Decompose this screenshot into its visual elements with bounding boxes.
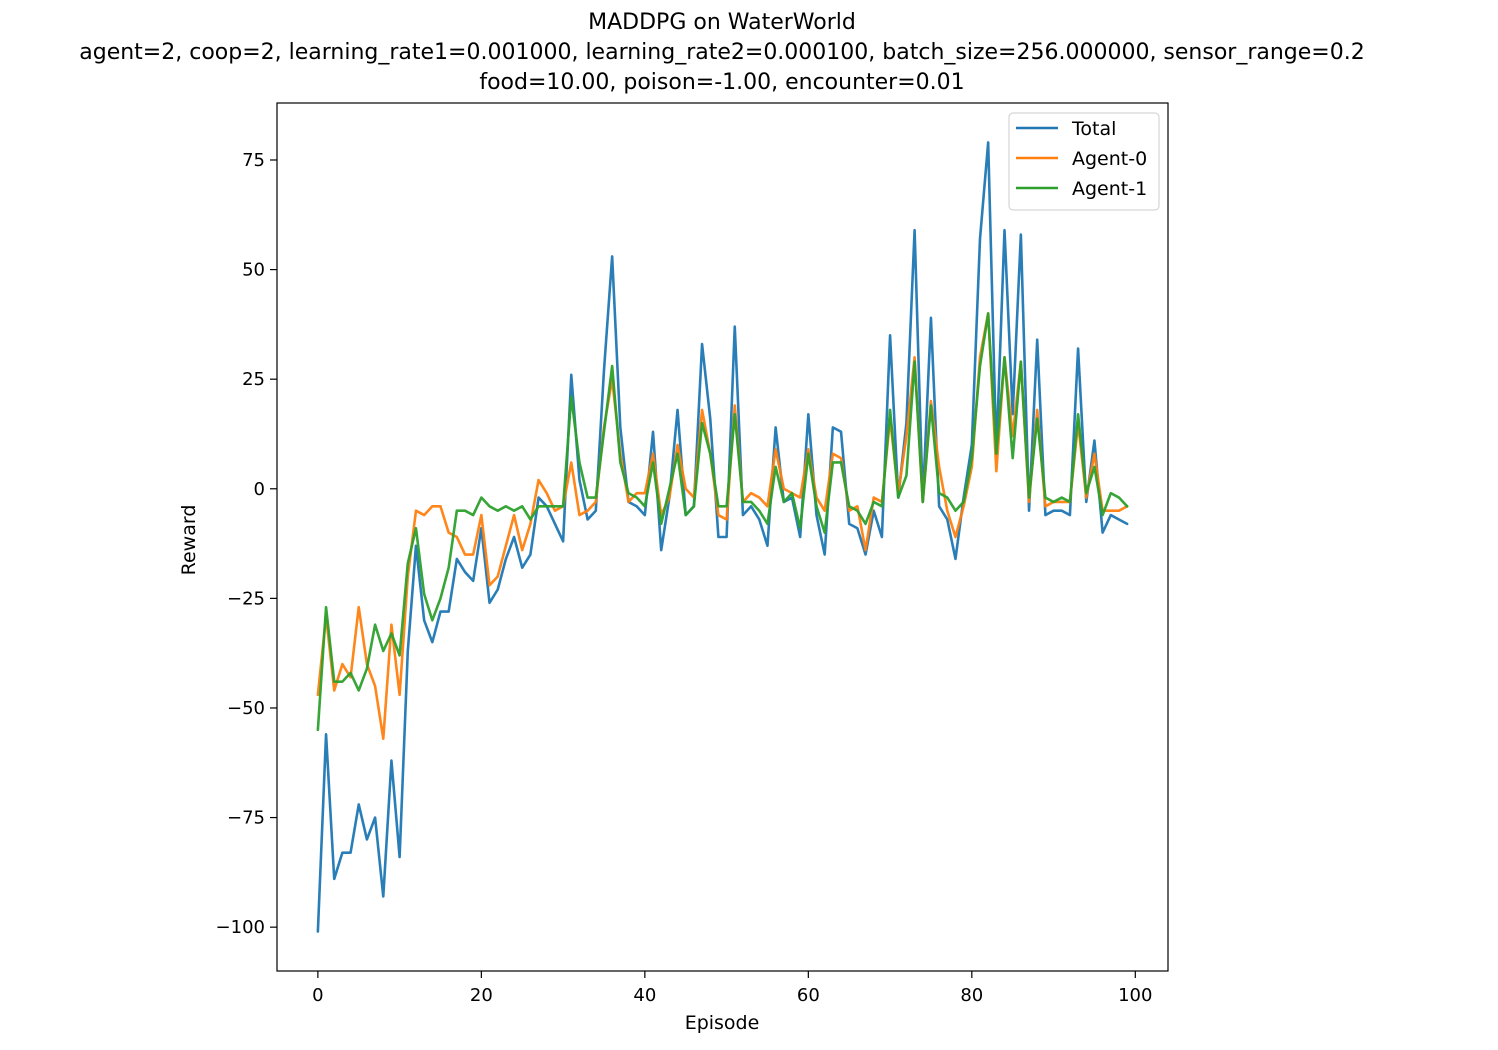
y-tick-label: 75 bbox=[242, 150, 265, 171]
y-tick-label: 25 bbox=[242, 369, 265, 390]
legend-label-agent-1: Agent-1 bbox=[1072, 178, 1147, 200]
legend-label-total: Total bbox=[1071, 118, 1116, 140]
y-tick-label: 50 bbox=[242, 260, 265, 281]
x-tick-label: 80 bbox=[960, 985, 983, 1006]
y-tick-label: −50 bbox=[227, 698, 265, 719]
chart-title: MADDPG on WaterWorld bbox=[588, 10, 856, 35]
legend-box bbox=[1008, 112, 1160, 211]
x-tick-label: 0 bbox=[312, 985, 323, 1006]
x-tick-label: 20 bbox=[470, 985, 493, 1006]
y-tick-label: −25 bbox=[227, 588, 265, 609]
series-line-agent-1 bbox=[316, 312, 1129, 732]
legend-label-agent-0: Agent-0 bbox=[1072, 148, 1147, 170]
ticks-layer: 0 20 40 60 80 100 −100 −75 −50 −25 0 25 50 75 bbox=[216, 150, 1153, 1006]
y-tick-label: −75 bbox=[227, 808, 265, 829]
x-tick-label: 100 bbox=[1118, 985, 1152, 1006]
plot-frame bbox=[276, 102, 1169, 972]
series-layer bbox=[316, 141, 1129, 933]
legend: Total Agent-0 Agent-1 bbox=[1008, 112, 1160, 211]
y-tick-label: −100 bbox=[216, 917, 265, 938]
chart-subtitle-line-1: agent=2, coop=2, learning_rate1=0.001000… bbox=[79, 40, 1364, 65]
y-axis-label: Reward bbox=[178, 505, 200, 576]
chart-subtitle-line-2: food=10.00, poison=-1.00, encounter=0.01 bbox=[479, 70, 964, 95]
series-line-total bbox=[316, 141, 1129, 933]
x-tick-label: 40 bbox=[633, 985, 656, 1006]
y-tick-label: 0 bbox=[254, 479, 265, 500]
x-tick-label: 60 bbox=[797, 985, 820, 1006]
x-axis-label: Episode bbox=[685, 1012, 760, 1034]
